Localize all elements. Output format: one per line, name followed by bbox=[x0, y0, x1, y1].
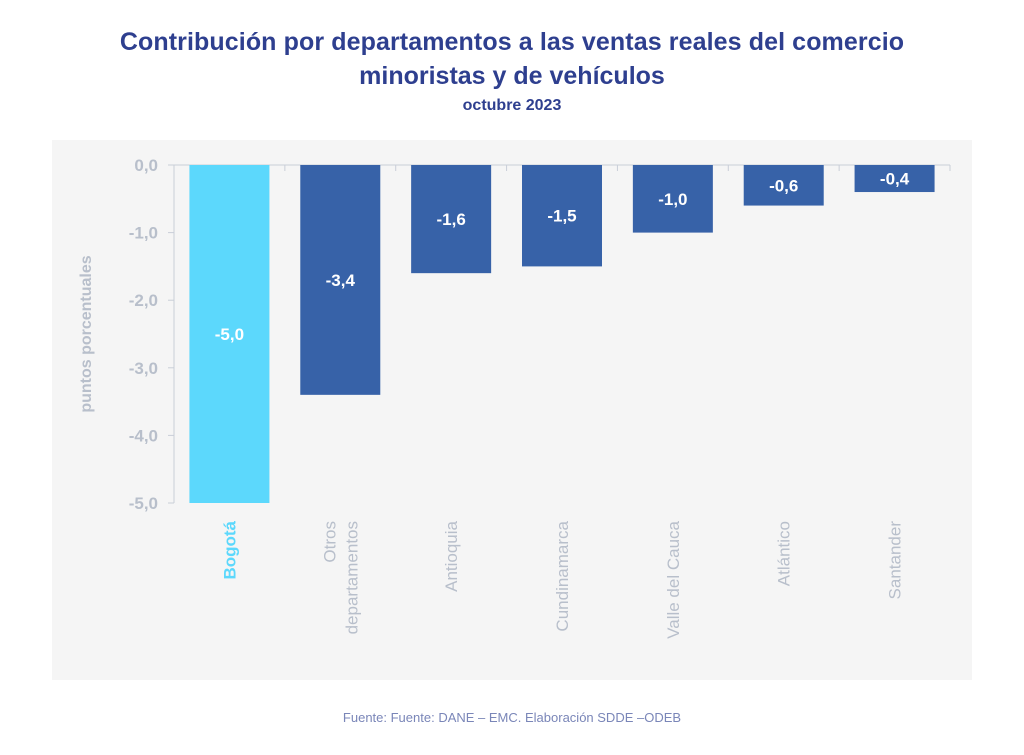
bar bbox=[632, 165, 713, 233]
bar-data-label: -1,5 bbox=[547, 207, 576, 226]
bars-group: -5,0 -3,4 -1,6 -1,5 -1,0 -0,6 -0,4 bbox=[189, 165, 935, 503]
x-tick-label: Atlántico bbox=[775, 521, 794, 586]
bar-data-label: -0,6 bbox=[769, 176, 798, 195]
x-tick-label-line: Otros bbox=[320, 521, 339, 563]
x-tick-label: Antioquia bbox=[442, 520, 461, 591]
bar bbox=[300, 165, 381, 395]
x-tick-label-line: Antioquia bbox=[442, 520, 461, 591]
bar-data-label: -1,6 bbox=[436, 210, 465, 229]
y-axis-label: puntos porcentuales bbox=[78, 255, 95, 412]
x-tick-label: Cundinamarca bbox=[553, 520, 572, 631]
x-tick-label-line: Santander bbox=[886, 521, 905, 600]
bar bbox=[522, 165, 602, 267]
y-tick-label: -2,0 bbox=[129, 291, 158, 310]
bar-data-label: -1,0 bbox=[658, 190, 687, 209]
x-tick-label-line: Bogotá bbox=[220, 520, 239, 579]
x-tick-label-line: departamentos bbox=[342, 521, 361, 634]
x-tick-label: Valle del Cauca bbox=[664, 520, 683, 638]
chart-title-line-2: minoristas y de vehículos bbox=[359, 62, 665, 90]
x-tick-label: Otros departamentos bbox=[320, 521, 361, 634]
x-tick-label-line: Cundinamarca bbox=[553, 520, 572, 631]
y-tick-label: -5,0 bbox=[129, 494, 158, 513]
bar-data-label: -5,0 bbox=[215, 325, 244, 344]
x-tick-labels: Bogotá Otros departamentos Antioquia Cundina… bbox=[220, 520, 904, 638]
y-tick-label: 0,0 bbox=[134, 156, 158, 175]
chart-title-line-1: Contribución por departamentos a las ven… bbox=[119, 28, 905, 56]
y-tick-label: -4,0 bbox=[129, 426, 158, 445]
y-tick-label: -3,0 bbox=[129, 359, 158, 378]
bar bbox=[189, 165, 270, 503]
x-tick-label: Santander bbox=[886, 521, 905, 600]
chart-subtitle: octubre 2023 bbox=[462, 97, 562, 114]
bar-data-label: -3,4 bbox=[326, 271, 356, 290]
bar bbox=[854, 165, 935, 193]
y-tick-label: -1,0 bbox=[129, 224, 158, 243]
x-tick-label: Bogotá bbox=[220, 520, 239, 579]
bar bbox=[411, 165, 492, 274]
x-tick-label-line: Valle del Cauca bbox=[664, 520, 683, 638]
bar bbox=[743, 165, 824, 206]
x-tick-label-line: Atlántico bbox=[775, 521, 794, 586]
source-note: Fuente: Fuente: DANE – EMC. Elaboración … bbox=[342, 710, 682, 725]
bar-data-label: -0,4 bbox=[880, 170, 910, 189]
